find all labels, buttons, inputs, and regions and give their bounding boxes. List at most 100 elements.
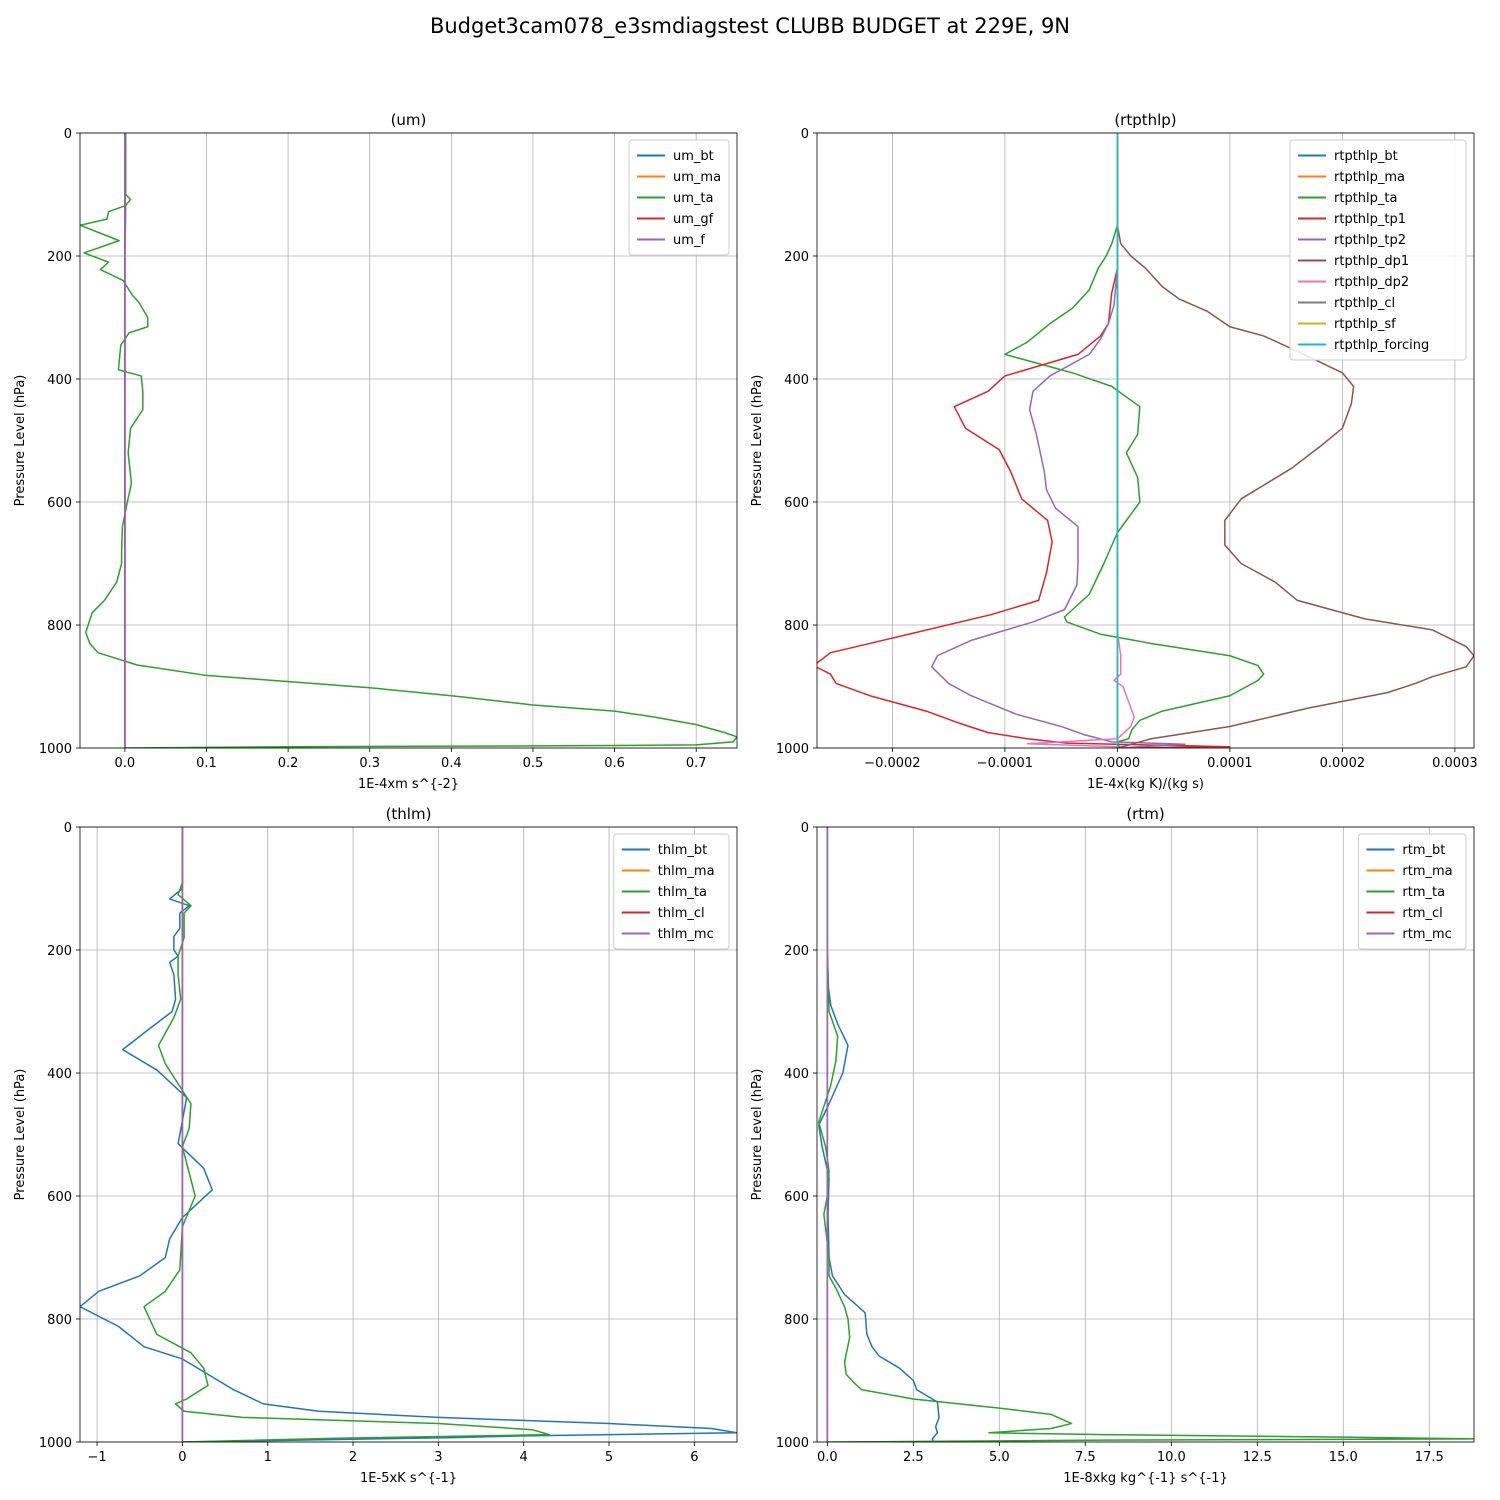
legend: thlm_bt thlm_ma thlm_ta thlm_cl thlm_mc (613, 833, 730, 950)
legend-box (628, 139, 730, 256)
x-axis-label: 1E-5xK s^{-1} (360, 1471, 457, 1486)
legend-label: thlm_ma (658, 864, 715, 879)
legend-label: rtpthlp_forcing (1334, 338, 1429, 353)
x-tick-label: 3 (434, 1450, 442, 1465)
legend-label: um_f (673, 233, 705, 248)
y-tick-label: 800 (47, 1313, 72, 1328)
x-tick-label: 0.5 (523, 756, 544, 771)
series-line-thlm-bt (80, 827, 737, 1442)
legend-label: thlm_cl (658, 906, 705, 921)
x-tick-label: 0.3 (359, 756, 380, 771)
series-line-rtm-bt (817, 827, 940, 1442)
y-tick-label: 800 (784, 1313, 809, 1328)
y-tick-label: 400 (47, 1067, 72, 1082)
panel-title: (rtm) (1126, 805, 1164, 823)
legend-label: rtm_ma (1402, 864, 1452, 879)
x-axis-label: 1E-4x(kg K)/(kg s) (1087, 777, 1204, 792)
y-tick-label: 0 (64, 821, 72, 836)
legend-label: rtpthlp_ta (1334, 191, 1397, 206)
legend-label: thlm_bt (658, 843, 707, 858)
y-tick-label: 200 (784, 944, 809, 959)
y-tick-label: 600 (47, 1190, 72, 1205)
panel-rtm: 0.0 2.5 5.0 7.5 10.0 12.5 15.0 17.5 0 200 400 600 80… (750, 805, 1475, 1486)
x-tick-label: 0.7 (686, 756, 707, 771)
panel-title: (um) (391, 111, 427, 129)
x-tick-label: 5 (605, 1450, 613, 1465)
x-tick-label: 2 (349, 1450, 357, 1465)
x-tick-label: 0.0 (115, 756, 136, 771)
legend-label: rtpthlp_tp1 (1334, 212, 1406, 227)
legend-label: rtm_cl (1402, 906, 1442, 921)
y-tick-label: 1000 (39, 742, 72, 757)
series-line-rtpthlp-dp1 (1116, 133, 1474, 748)
legend-label: rtpthlp_cl (1334, 296, 1395, 311)
legend-label: rtpthlp_bt (1334, 149, 1398, 164)
legend-box (1357, 833, 1467, 950)
figure-title: Budget3cam078_e3smdiagstest CLUBB BUDGET… (429, 14, 1071, 38)
y-tick-label: 200 (47, 250, 72, 265)
y-axis-label: Pressure Level (hPa) (750, 375, 765, 507)
y-tick-label: 1000 (39, 1436, 72, 1451)
x-tick-label: 0.0003 (1432, 756, 1478, 771)
series-line-rtpthlp-tp2 (931, 133, 1186, 748)
x-tick-label: 0.0 (817, 1450, 838, 1465)
panel-um: 0.0 0.1 0.2 0.3 0.4 0.5 0.6 0.7 0 200 400 600 800 100… (13, 111, 738, 792)
y-tick-label: 0 (801, 127, 809, 142)
legend: rtpthlp_bt rtpthlp_ma rtpthlp_ta rtpthlp_tp… (1289, 139, 1467, 361)
x-tick-label: 17.5 (1415, 1450, 1444, 1465)
y-tick-label: 0 (64, 127, 72, 142)
series-group (80, 133, 737, 748)
series-line-rtpthlp-dp2 (1026, 133, 1135, 748)
x-tick-label: 2.5 (903, 1450, 924, 1465)
panel-thlm: −1 0 1 2 3 4 5 6 0 200 400 600 800 1000 (thlm) 1E-5xK s… (13, 805, 738, 1486)
y-axis-label: Pressure Level (hPa) (13, 1069, 28, 1201)
panel-title: (rtpthlp) (1114, 111, 1176, 129)
series-line-um-ta (80, 133, 737, 748)
axes-frame (79, 132, 738, 749)
x-tick-label: 4 (520, 1450, 528, 1465)
x-tick-label: −0.0001 (977, 756, 1033, 771)
series-group (80, 827, 737, 1442)
series-line-rtpthlp-ta (1004, 133, 1265, 748)
axes-frame (816, 826, 1475, 1443)
y-tick-label: 800 (47, 619, 72, 634)
y-tick-label: 600 (784, 1190, 809, 1205)
x-tick-label: 7.5 (1075, 1450, 1096, 1465)
legend-label: rtpthlp_sf (1334, 317, 1396, 332)
series-group (817, 827, 1474, 1442)
y-tick-label: 200 (784, 250, 809, 265)
x-axis-label: 1E-8xkg kg^{-1} s^{-1} (1063, 1471, 1228, 1486)
legend-label: um_ta (673, 191, 713, 206)
series-line-rtpthlp-tp1 (817, 133, 1231, 748)
y-tick-label: 600 (47, 496, 72, 511)
legend-label: rtm_ta (1402, 885, 1445, 900)
x-tick-label: 0.6 (604, 756, 625, 771)
series-line-rtm-ta (817, 827, 1474, 1442)
legend-label: rtpthlp_dp2 (1334, 275, 1409, 290)
legend-label: rtpthlp_ma (1334, 170, 1405, 185)
x-tick-label: 12.5 (1243, 1450, 1272, 1465)
legend-label: um_ma (673, 170, 721, 185)
x-tick-label: 0.0002 (1320, 756, 1366, 771)
y-tick-label: 400 (784, 1067, 809, 1082)
y-axis-label: Pressure Level (hPa) (750, 1069, 765, 1201)
y-tick-label: 200 (47, 944, 72, 959)
panel-title: (thlm) (386, 805, 432, 823)
axes-frame (816, 132, 1475, 749)
legend-label: rtm_mc (1402, 927, 1451, 942)
plot-area (80, 133, 737, 748)
legend-box (1289, 139, 1467, 361)
axes-frame (79, 826, 738, 1443)
legend-label: thlm_mc (658, 927, 714, 942)
series-group (817, 133, 1474, 748)
x-tick-label: 0.2 (278, 756, 299, 771)
x-tick-label: 0 (178, 1450, 186, 1465)
panel-rtpthlp: −0.0002 −0.0001 0.0000 0.0001 0.0002 0.0003 0 2… (750, 111, 1478, 792)
legend-label: rtm_bt (1402, 843, 1445, 858)
y-tick-label: 0 (801, 821, 809, 836)
x-tick-label: 5.0 (989, 1450, 1010, 1465)
x-tick-label: 6 (690, 1450, 698, 1465)
legend: rtm_bt rtm_ma rtm_ta rtm_cl rtm_mc (1357, 833, 1467, 950)
